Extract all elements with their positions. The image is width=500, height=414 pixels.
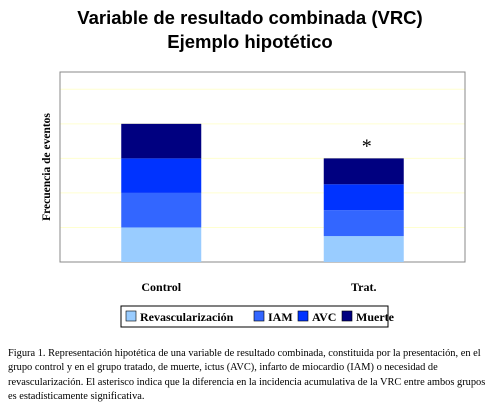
legend-label: Revascularización [140, 310, 234, 324]
legend-swatch [341, 310, 353, 322]
figure-caption: Figura 1. Representación hipotética de u… [8, 348, 486, 402]
legend-swatch [253, 310, 265, 322]
legend-label: AVC [312, 310, 336, 324]
significance-asterisk: * [362, 135, 372, 157]
gridlines [60, 88, 465, 228]
bar-segment-muerte-0 [121, 123, 202, 159]
x-tick-label: Trat. [351, 280, 376, 294]
legend-label: Muerte [356, 310, 395, 324]
legend-swatch [297, 310, 309, 322]
chart-subtitle: Ejemplo hipotético [167, 31, 333, 52]
bar-segment-revascularizaci-n-0 [121, 227, 202, 262]
bar-segment-revascularizaci-n-1 [323, 236, 404, 262]
bar-segment-muerte-1 [323, 158, 404, 185]
y-axis-label: Frecuencia de eventos [41, 113, 53, 221]
legend-swatch [125, 310, 137, 322]
legend-label: IAM [268, 310, 293, 324]
bar-segment-avc-1 [323, 184, 404, 211]
bar-segment-avc-0 [121, 158, 202, 193]
plot-area [59, 71, 466, 263]
bar-segment-iam-0 [121, 192, 202, 228]
legend: Revascularización IAM AVC Muerte [120, 305, 395, 328]
chart-title: Variable de resultado combinada (VRC) [77, 7, 423, 28]
bar-segment-iam-1 [323, 210, 404, 237]
annotations: * [362, 135, 372, 157]
x-axis-labels: Control Trat. [141, 280, 376, 294]
bars [121, 123, 404, 262]
x-tick-label: Control [141, 280, 181, 294]
stacked-bar-chart: Control Trat. Frecuencia de eventos * Rev… [41, 71, 466, 328]
